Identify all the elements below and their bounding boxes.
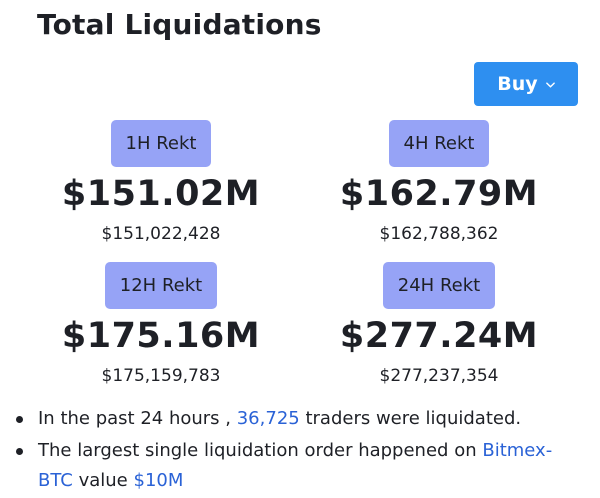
note-text: value bbox=[78, 470, 128, 491]
note-text: traders were liquidated. bbox=[305, 408, 522, 429]
stat-24h: 24H Rekt $277.24M $277,237,354 bbox=[314, 262, 564, 387]
stat-total-exact: $175,159,783 bbox=[101, 366, 221, 386]
bullet-icon bbox=[16, 416, 23, 423]
stat-badge: 4H Rekt bbox=[388, 120, 490, 167]
stat-badge: 24H Rekt bbox=[382, 262, 496, 309]
liquidation-notes: In the past 24 hours , 36,725 traders we… bbox=[14, 404, 584, 498]
traders-count-link[interactable]: 36,725 bbox=[236, 408, 300, 429]
note-text: The largest single liquidation order hap… bbox=[38, 440, 477, 461]
stat-total-short: $277.24M bbox=[339, 316, 539, 356]
stat-badge: 12H Rekt bbox=[104, 262, 218, 309]
list-item: The largest single liquidation order hap… bbox=[14, 436, 584, 496]
list-item: In the past 24 hours , 36,725 traders we… bbox=[14, 404, 584, 434]
stat-total-exact: $277,237,354 bbox=[379, 366, 499, 386]
buy-button[interactable]: Buy bbox=[474, 62, 578, 106]
stat-total-short: $162.79M bbox=[339, 174, 539, 214]
stat-total-short: $175.16M bbox=[61, 316, 261, 356]
stat-badge: 1H Rekt bbox=[110, 120, 212, 167]
exchange-link[interactable]: Bitmex-BTC bbox=[38, 440, 553, 491]
amount-link[interactable]: $10M bbox=[133, 470, 184, 491]
chevron-down-icon bbox=[545, 81, 555, 88]
stat-12h: 12H Rekt $175.16M $175,159,783 bbox=[36, 262, 286, 387]
stat-total-exact: $162,788,362 bbox=[379, 224, 499, 244]
stat-1h: 1H Rekt $151.02M $151,022,428 bbox=[36, 120, 286, 245]
page-title: Total Liquidations bbox=[37, 8, 322, 41]
stat-4h: 4H Rekt $162.79M $162,788,362 bbox=[314, 120, 564, 245]
note-text: In the past 24 hours , bbox=[38, 408, 231, 429]
stat-total-exact: $151,022,428 bbox=[101, 224, 221, 244]
stat-total-short: $151.02M bbox=[61, 174, 261, 214]
buy-button-label: Buy bbox=[497, 73, 538, 95]
bullet-icon bbox=[16, 448, 23, 455]
